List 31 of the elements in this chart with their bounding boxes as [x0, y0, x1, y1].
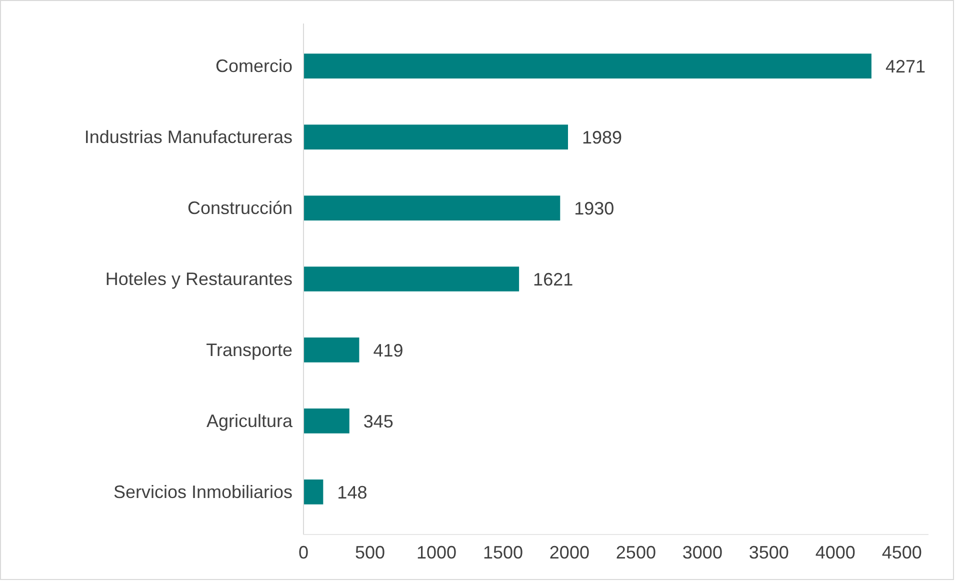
data-label: 1930	[574, 198, 614, 219]
x-tick-label: 0	[298, 542, 309, 562]
y-tick-label: Transporte	[206, 340, 293, 360]
bar	[304, 479, 324, 504]
x-tick-label: 1500	[482, 542, 523, 562]
y-tick-label: Agricultura	[206, 410, 294, 431]
bar	[304, 124, 568, 150]
x-tick-label: 1000	[416, 542, 457, 562]
data-label: 4271	[885, 56, 926, 77]
x-tick-label: 4000	[815, 542, 856, 562]
x-tick-label: 3500	[748, 542, 789, 562]
y-tick-label: Comercio	[215, 56, 293, 76]
bar	[304, 54, 872, 79]
data-label: 345	[363, 411, 394, 432]
x-tick-label: 2500	[616, 542, 656, 562]
bar	[304, 338, 360, 362]
data-label: 1621	[533, 270, 574, 290]
x-tick-label: 500	[354, 542, 386, 562]
y-tick-label: Industrias Manufactureras	[84, 127, 293, 148]
bar	[304, 196, 560, 220]
x-tick-label: 3000	[682, 542, 722, 562]
data-label: 419	[373, 340, 404, 360]
bar	[304, 266, 520, 292]
x-tick-label: 2000	[549, 542, 590, 562]
y-tick-label: Hoteles y Restaurantes	[105, 269, 292, 289]
y-tick-label: Construcción	[187, 198, 292, 218]
data-label: 148	[337, 482, 368, 502]
x-tick-label: 4500	[882, 542, 922, 562]
bar	[304, 408, 350, 434]
y-tick-label: Servicios Inmobiliarios	[113, 482, 293, 502]
data-label: 1989	[582, 128, 622, 148]
